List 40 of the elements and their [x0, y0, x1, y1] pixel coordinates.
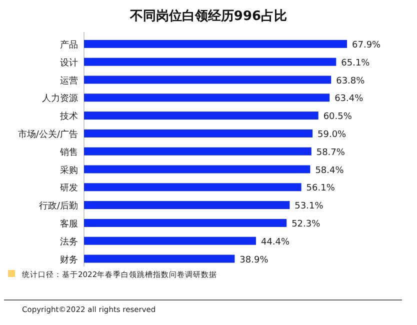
bar: [84, 147, 312, 156]
y-tick-label: 财务: [60, 254, 78, 266]
data-label: 38.9%: [240, 255, 269, 266]
data-label: 58.4%: [315, 166, 344, 176]
bar: [84, 112, 318, 120]
bar: [84, 129, 313, 138]
bar: [84, 94, 330, 102]
bar: [84, 58, 336, 66]
bar: [84, 218, 287, 227]
y-tick-label: 产品: [60, 39, 78, 50]
bar: [84, 201, 290, 210]
bar: [84, 40, 347, 48]
y-tick-label: 行政/后勤: [38, 200, 78, 212]
bar: [84, 236, 256, 245]
data-label: 52.3%: [292, 219, 321, 230]
bar: [84, 183, 302, 192]
y-tick-label: 技术: [59, 111, 78, 122]
data-label: 56.1%: [306, 184, 336, 194]
data-label: 65.1%: [341, 58, 370, 68]
data-label: 60.5%: [323, 112, 352, 122]
y-tick-label: 客服: [60, 218, 78, 230]
data-label: 63.8%: [336, 76, 366, 86]
y-tick-label: 采购: [60, 164, 78, 176]
data-label: 58.7%: [316, 148, 346, 158]
bar: [84, 165, 310, 174]
y-tick-label: 运营: [60, 75, 78, 86]
data-label: 59.0%: [318, 130, 347, 140]
y-tick-label: 销售: [59, 146, 78, 158]
y-tick-label: 法务: [60, 236, 78, 248]
data-label: 67.9%: [352, 40, 382, 50]
y-tick-label: 设计: [60, 57, 78, 68]
y-tick-label: 研发: [60, 182, 78, 194]
bar: [84, 76, 332, 84]
chart-title: 不同岗位白领经历996占比: [128, 9, 288, 24]
data-label: 53.1%: [294, 202, 324, 212]
y-tick-label: 人力资源: [42, 93, 78, 104]
y-tick-label: 市场/公关/广告: [18, 128, 78, 140]
data-label: 63.4%: [334, 94, 364, 104]
data-label: 44.4%: [260, 237, 290, 248]
bar: [84, 254, 235, 263]
